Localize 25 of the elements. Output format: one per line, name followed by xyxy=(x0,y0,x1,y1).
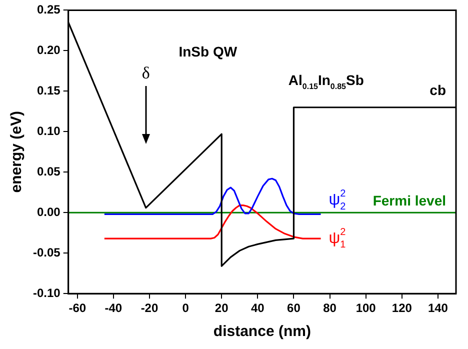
x-tick-label: 120 xyxy=(392,301,412,316)
series-label: cb xyxy=(430,82,446,98)
y-tick-label: 0.05 xyxy=(36,164,61,178)
y-tick-label: 0.10 xyxy=(36,124,61,138)
x-tick-label: 40 xyxy=(250,301,265,316)
x-tick-label: 100 xyxy=(356,301,376,316)
x-tick-label: -40 xyxy=(104,301,122,316)
y-axis-title: energy (eV) xyxy=(8,111,26,193)
x-tick-label: 80 xyxy=(323,301,337,316)
x-tick-label: -60 xyxy=(68,301,86,316)
y-tick-label: 0.20 xyxy=(36,43,61,57)
x-tick-label: 20 xyxy=(214,301,229,316)
ref-line-label: Fermi level xyxy=(372,192,446,208)
x-axis-title: distance (nm) xyxy=(213,323,311,340)
y-tick-label: -0.05 xyxy=(32,245,61,260)
x-tick-label: 140 xyxy=(428,301,448,316)
annotation: δ xyxy=(142,63,150,82)
y-tick-label: 0.15 xyxy=(36,83,61,98)
x-tick-label: -20 xyxy=(140,301,158,316)
y-tick-label: 0.00 xyxy=(36,204,61,219)
y-tick-label: 0.25 xyxy=(36,2,61,17)
annotation: InSb QW xyxy=(178,44,238,60)
y-tick-label: -0.10 xyxy=(32,286,61,300)
x-tick-label: 60 xyxy=(287,301,301,316)
x-tick-label: 0 xyxy=(182,301,190,316)
